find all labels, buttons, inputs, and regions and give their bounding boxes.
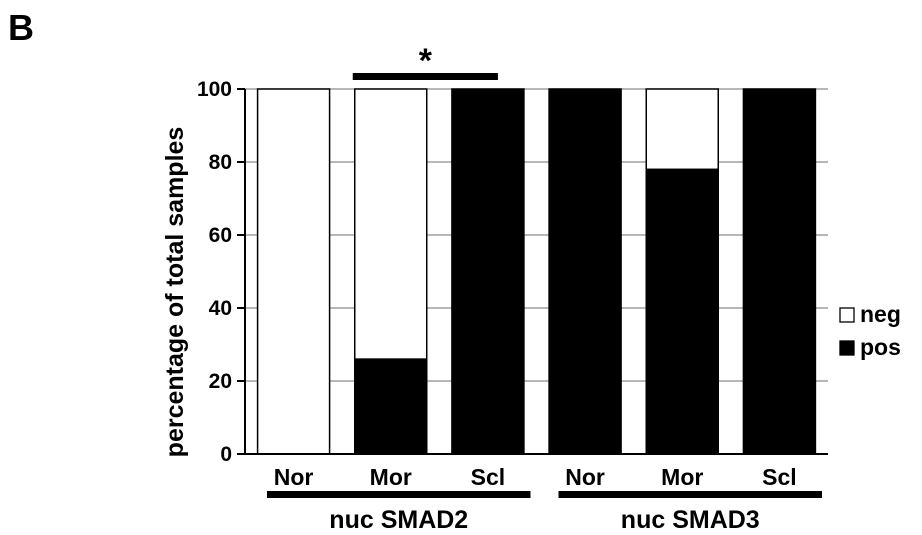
bar-neg (354, 88, 428, 360)
group-bar (558, 491, 822, 498)
y-tick-label: 60 (209, 224, 232, 247)
category-label: Nor (274, 464, 314, 490)
legend: neg pos (839, 301, 901, 360)
bars (256, 88, 817, 455)
y-tick-label: 80 (209, 151, 232, 174)
y-ticks: 0 20 40 60 80 100 (197, 78, 245, 466)
category-label: Scl (471, 464, 506, 490)
legend-label-pos: pos (860, 334, 901, 360)
legend-swatch-neg (839, 307, 855, 323)
annotations: * (352, 42, 498, 80)
category-label: Mor (661, 464, 703, 490)
y-tick-label: 0 (220, 443, 232, 466)
bar-neg (645, 88, 719, 171)
significance-bar (352, 73, 498, 80)
y-tick-label: 20 (209, 370, 232, 393)
bar-pos (645, 168, 719, 455)
grid (245, 88, 828, 382)
category-labels: Nor Mor Scl Nor Mor Scl (274, 464, 797, 490)
legend-swatch-pos (839, 340, 855, 356)
group-labels: nuc SMAD2 nuc SMAD3 (267, 491, 822, 534)
significance-marker: * (419, 42, 433, 80)
legend-label-neg: neg (860, 301, 901, 327)
bar-pos (548, 88, 622, 455)
category-label: Mor (370, 464, 412, 490)
y-tick-label: 100 (197, 78, 232, 101)
group-label: nuc SMAD2 (329, 506, 468, 534)
bar-pos (742, 88, 817, 455)
panel-label: B (8, 7, 34, 48)
group-bar (267, 491, 531, 498)
group-label: nuc SMAD3 (621, 506, 760, 534)
bar-pos (451, 88, 525, 455)
bar-neg (256, 88, 331, 455)
y-tick-label: 40 (209, 297, 232, 320)
category-label: Scl (762, 464, 797, 490)
y-axis-label: percentage of total samples (161, 127, 189, 458)
category-label: Nor (565, 464, 605, 490)
axes (244, 89, 828, 455)
bar-pos (354, 358, 428, 455)
